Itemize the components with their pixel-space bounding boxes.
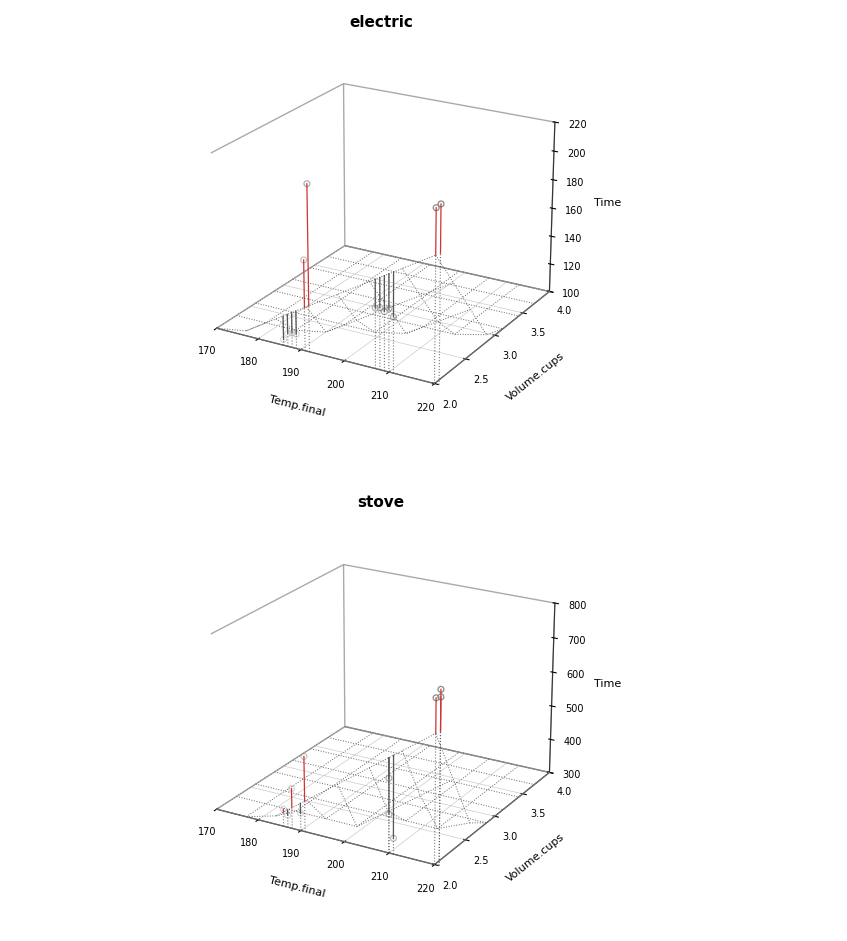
X-axis label: Temp.final: Temp.final bbox=[268, 875, 327, 899]
X-axis label: Temp.final: Temp.final bbox=[268, 394, 327, 418]
Title: stove: stove bbox=[357, 496, 405, 510]
Y-axis label: Volume.cups: Volume.cups bbox=[505, 351, 567, 404]
Y-axis label: Volume.cups: Volume.cups bbox=[505, 832, 567, 885]
Title: electric: electric bbox=[349, 14, 413, 29]
